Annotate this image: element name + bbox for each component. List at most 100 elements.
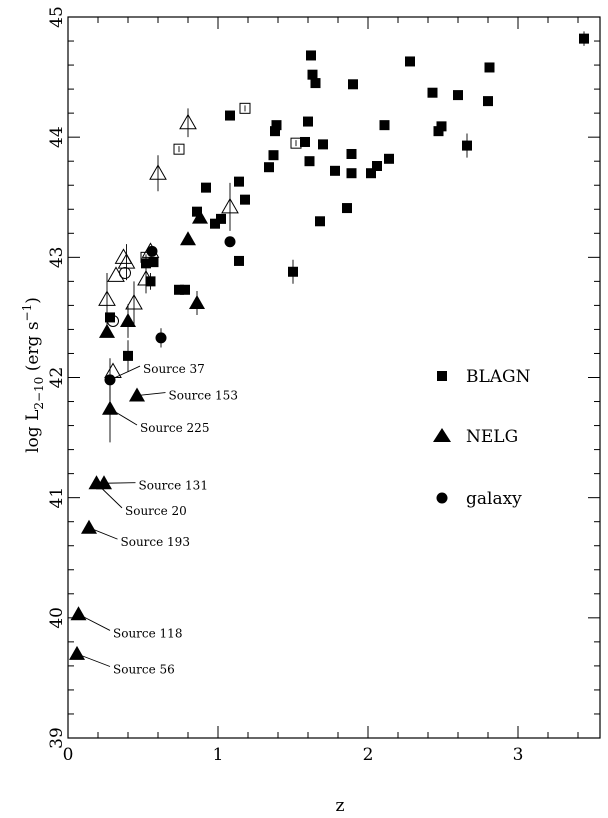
galaxy-point <box>104 374 116 386</box>
blagn-point <box>145 276 156 287</box>
nelg-point <box>99 323 115 338</box>
legend-label-galaxy: galaxy <box>466 489 522 509</box>
blagn-point <box>303 116 313 127</box>
nelg-point <box>192 209 208 224</box>
annotation-label: Source 131 <box>139 479 208 493</box>
annotation-label: Source 56 <box>113 663 175 677</box>
blagn-point <box>436 121 447 132</box>
blagn-point <box>304 156 315 167</box>
y-tick-label: 39 <box>47 727 67 749</box>
blagn-point <box>484 62 495 73</box>
blagn-point <box>268 150 279 161</box>
blagn-point <box>240 194 250 205</box>
annotation-leader <box>103 482 136 484</box>
blagn-point <box>174 284 184 295</box>
nelg-open-point <box>221 197 239 214</box>
nelg-point <box>70 606 87 621</box>
blagn-point <box>405 56 415 67</box>
nelg-point <box>129 387 145 402</box>
legend-label-blagn: BLAGN <box>466 367 531 387</box>
annotation-label: Source 37 <box>143 362 205 376</box>
y-tick-label: 43 <box>47 247 67 269</box>
legend-marker-blagn <box>437 371 447 381</box>
blagn-point <box>310 78 321 89</box>
x-tick-label: 3 <box>513 745 524 765</box>
nelg-open-point <box>125 293 143 310</box>
annotation-label: Source 153 <box>169 389 238 403</box>
blagn-point <box>483 96 493 107</box>
y-axis-label-unit-sup: −1 <box>20 304 34 322</box>
x-tick-label: 0 <box>63 745 74 765</box>
annotation-leader <box>136 392 166 396</box>
blagn-point <box>579 33 589 44</box>
blagn-point <box>342 203 352 214</box>
blagn-point <box>192 206 202 217</box>
galaxy-open-point <box>119 266 131 279</box>
blagn-point <box>123 350 133 361</box>
blagn-point <box>379 120 390 131</box>
y-axis-label-main: log L <box>23 410 43 453</box>
nelg-open-point <box>149 164 167 180</box>
blagn-point <box>453 90 463 101</box>
annotations: Source 37 Source 153 Source 225 Source 131 S… <box>76 362 238 677</box>
x-tick-label: 1 <box>213 745 224 765</box>
blagn-point <box>366 168 376 179</box>
y-tick-label: 45 <box>47 6 67 28</box>
y-tick-label: 44 <box>47 126 67 148</box>
y-tick-label: 40 <box>47 607 67 629</box>
blagn-point <box>148 257 159 268</box>
blagn-point <box>427 87 438 98</box>
blagn-point <box>264 162 274 173</box>
x-tick-label: 2 <box>363 745 374 765</box>
x-axis-label: z <box>336 796 345 816</box>
annotation-label: Source 118 <box>113 626 182 640</box>
nelg-open-point <box>98 290 116 306</box>
nelg-point <box>120 313 136 328</box>
nelg-open-point <box>179 113 197 130</box>
blagn-point <box>348 79 358 90</box>
blagn-point <box>330 165 340 176</box>
blagn-point <box>372 161 382 172</box>
legend-marker-galaxy <box>436 492 448 504</box>
blagn-point <box>210 218 220 229</box>
blagn-point <box>270 126 280 137</box>
galaxy-point <box>146 245 158 257</box>
blagn-point <box>271 120 282 131</box>
y-tick-label: 42 <box>47 367 67 389</box>
nelg-point <box>81 519 97 534</box>
y-tick-label: 41 <box>47 487 67 509</box>
blagn-point <box>315 216 325 227</box>
blagn-point <box>201 182 211 193</box>
nelg-open-point <box>107 266 125 282</box>
nelg-point <box>96 475 112 490</box>
blagn-point <box>288 266 298 277</box>
tick-labels: 39 40 41 42 43 44 45 0 1 2 3 <box>47 6 523 765</box>
galaxy-point <box>155 332 167 344</box>
y-axis-label-unit-close: ) <box>23 297 43 304</box>
nelg-point <box>102 400 118 415</box>
y-axis-label: log L2−10 (erg s−1) <box>20 297 46 453</box>
y-axis-label-unit: (erg s <box>23 321 43 376</box>
blagn-point <box>462 140 472 151</box>
blagn-point <box>300 136 310 147</box>
annotation-label: Source 20 <box>125 504 187 518</box>
blagn-point <box>234 176 244 187</box>
axis-ticks <box>67 16 600 739</box>
blagn-point <box>307 69 318 80</box>
blagn-point <box>384 153 394 164</box>
blagn-point <box>318 139 328 150</box>
nelg-point <box>69 645 85 660</box>
annotation-label: Source 225 <box>140 421 209 435</box>
blagn-point <box>105 312 115 323</box>
blagn-point <box>346 168 357 179</box>
nelg-open-point <box>114 248 133 264</box>
blagn-point <box>180 284 190 295</box>
legend-label-nelg: NELG <box>466 427 518 447</box>
blagn-point <box>216 213 226 224</box>
nelg-point <box>180 231 196 246</box>
data-marks <box>69 31 589 660</box>
blagn-point <box>141 258 151 269</box>
galaxy-point <box>224 236 236 248</box>
blagn-point <box>225 110 235 121</box>
